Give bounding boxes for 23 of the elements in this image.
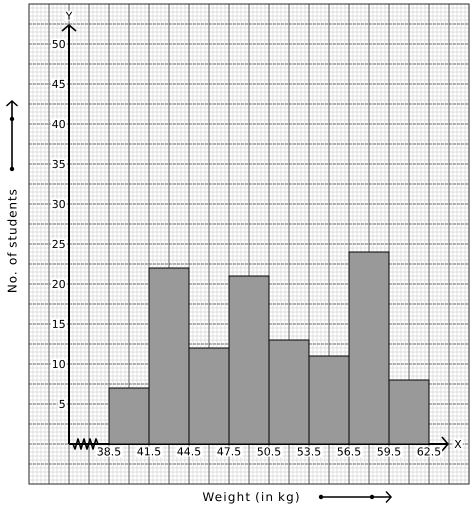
text: Y [66, 12, 72, 20]
y-tick-label: 45 [52, 80, 65, 88]
text: X [454, 440, 462, 448]
x-tick-label: 62.5 [418, 447, 440, 456]
y-tick-label: 15 [52, 320, 65, 328]
y-tick-label: 10 [52, 360, 65, 368]
x-tick-label: 41.5 [137, 447, 160, 456]
y-tick-label: 25 [52, 240, 65, 248]
x-tick-label: 47.5 [217, 447, 240, 456]
y-tick-label: 35 [52, 160, 65, 168]
y-tick-label: 40 [52, 120, 65, 128]
y-tick-label: 30 [52, 200, 65, 208]
y-axis-title: No. of students [7, 190, 17, 292]
x-tick-label: 50.5 [258, 447, 280, 456]
x-tick-label: 38.5 [98, 447, 120, 456]
x-tick-label: 59.5 [378, 447, 400, 456]
x-axis-title: Weight (in kg) [202, 492, 299, 504]
x-tick-label: 56.5 [338, 447, 360, 456]
x-tick-label: 44.5 [177, 447, 200, 456]
x-tick-label: 53.5 [298, 447, 320, 456]
y-tick-label: 50 [52, 40, 65, 48]
y-tick-label: 5 [60, 400, 65, 408]
y-tick-label: 20 [52, 280, 65, 288]
